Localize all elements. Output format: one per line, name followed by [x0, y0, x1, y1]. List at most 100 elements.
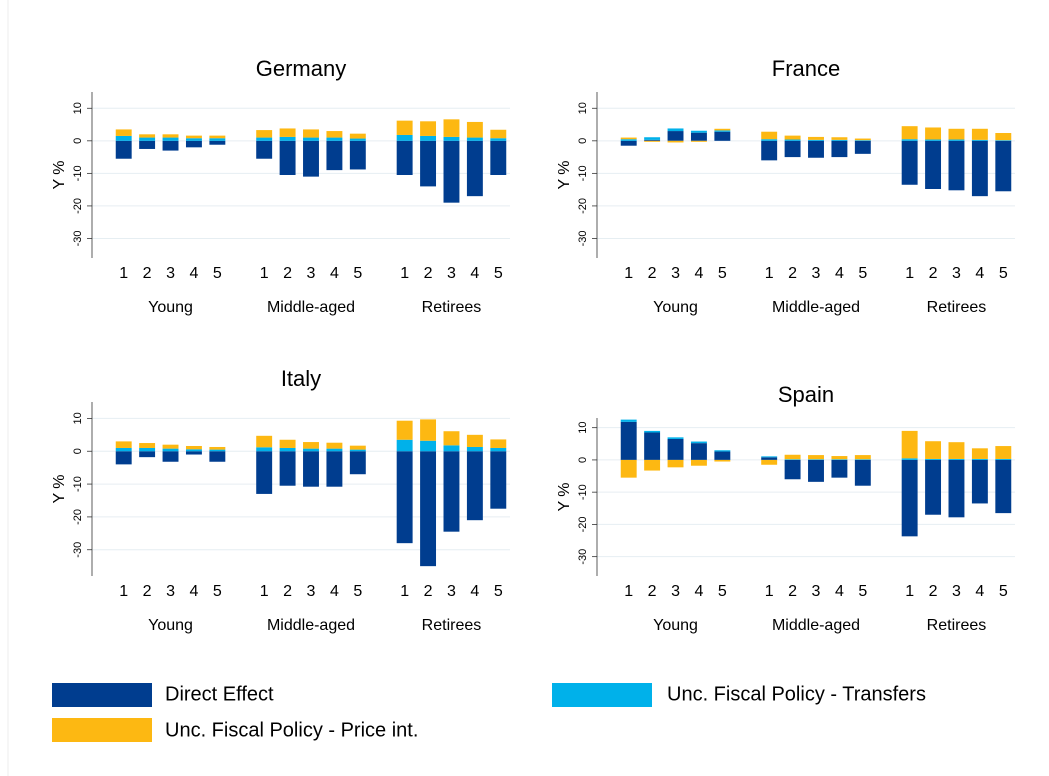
- bar-segment: [925, 127, 942, 140]
- bar-segment: [971, 140, 988, 197]
- bar-segment: [784, 459, 801, 460]
- x-tick-label: 5: [494, 583, 503, 600]
- y-tick-label: -30: [577, 231, 589, 247]
- bar-segment: [831, 456, 848, 460]
- x-tick-label: 5: [858, 583, 867, 600]
- bar-segment: [854, 138, 871, 141]
- bar-segment: [490, 439, 507, 448]
- bar-segment: [209, 451, 226, 462]
- bar-segment: [808, 455, 824, 460]
- bar-segment: [667, 438, 684, 460]
- bar-segment: [831, 459, 848, 460]
- bar-segment: [256, 130, 273, 138]
- bar-segment: [667, 459, 684, 468]
- x-tick-label: 3: [166, 583, 175, 600]
- bar-segment: [761, 459, 778, 465]
- x-tick-label: 2: [929, 583, 938, 600]
- bar-segment: [466, 140, 483, 197]
- bar-segment: [995, 446, 1012, 459]
- bar-segment: [209, 135, 226, 139]
- bar-segment: [714, 451, 731, 460]
- bar-segment: [115, 129, 132, 136]
- bar-segment: [443, 119, 460, 137]
- bar-segment: [831, 140, 848, 158]
- x-tick-label: 5: [858, 265, 867, 282]
- y-tick-label: -30: [72, 231, 84, 247]
- x-tick-label: 2: [788, 583, 797, 600]
- x-tick-label: 1: [905, 583, 914, 600]
- group-label: Middle-aged: [267, 299, 355, 316]
- x-tick-label: 3: [447, 265, 456, 282]
- bar-segment: [925, 139, 942, 141]
- bar-segment: [808, 139, 824, 141]
- x-tick-label: 1: [765, 583, 774, 600]
- x-tick-label: 1: [624, 583, 633, 600]
- bar-segment: [256, 435, 273, 448]
- bar-segment: [901, 430, 918, 459]
- chart-title: Italy: [281, 366, 321, 391]
- x-tick-label: 4: [330, 265, 339, 282]
- bar-segment: [925, 441, 942, 459]
- bar-segment: [620, 459, 637, 478]
- bar-segment: [690, 132, 707, 141]
- bar-segment: [420, 440, 437, 452]
- bar-segment: [115, 441, 132, 448]
- group-label: Retirees: [927, 299, 987, 316]
- bar-segment: [808, 459, 824, 460]
- legend-swatch: [52, 718, 152, 742]
- bar-segment: [667, 128, 684, 132]
- bar-segment: [620, 139, 637, 141]
- bar-segment: [644, 137, 661, 140]
- bar-segment: [420, 451, 437, 567]
- bar-segment: [466, 121, 483, 138]
- bar-segment: [690, 130, 707, 133]
- x-tick-label: 1: [624, 265, 633, 282]
- bar-segment: [901, 458, 918, 460]
- bar-segment: [396, 140, 413, 175]
- x-tick-label: 1: [905, 265, 914, 282]
- bar-segment: [948, 128, 965, 140]
- bar-segment: [162, 134, 179, 138]
- group-label: Middle-aged: [267, 617, 355, 634]
- x-tick-label: 5: [999, 265, 1008, 282]
- bar-segment: [620, 421, 637, 460]
- bar-segment: [667, 131, 684, 141]
- x-tick-label: 4: [694, 583, 703, 600]
- bar-segment: [714, 131, 731, 141]
- bar-segment: [185, 445, 202, 450]
- bar-segment: [162, 137, 179, 141]
- bar-segment: [115, 135, 132, 141]
- bar-segment: [854, 455, 871, 460]
- bar-segment: [139, 140, 156, 149]
- x-tick-label: 4: [470, 583, 479, 600]
- bar-segment: [644, 430, 661, 433]
- x-tick-label: 1: [119, 583, 128, 600]
- bar-segment: [667, 140, 684, 143]
- bar-segment: [667, 437, 684, 439]
- x-tick-label: 4: [975, 583, 984, 600]
- x-tick-label: 2: [788, 265, 797, 282]
- bar-segment: [490, 138, 507, 141]
- x-tick-label: 1: [119, 265, 128, 282]
- bar-segment: [443, 431, 460, 446]
- x-tick-label: 4: [835, 583, 844, 600]
- bar-segment: [420, 140, 437, 187]
- bar-segment: [443, 451, 460, 532]
- x-tick-label: 1: [400, 583, 409, 600]
- bar-segment: [761, 140, 778, 161]
- bar-segment: [490, 129, 507, 139]
- x-tick-label: 5: [718, 583, 727, 600]
- bar-segment: [162, 444, 179, 449]
- bar-segment: [162, 451, 179, 462]
- bar-segment: [784, 459, 801, 480]
- x-tick-label: 1: [400, 265, 409, 282]
- bar-segment: [761, 139, 778, 141]
- bar-segment: [349, 451, 366, 475]
- bar-segment: [971, 459, 988, 504]
- x-tick-label: 3: [952, 265, 961, 282]
- bar-segment: [901, 459, 918, 537]
- x-tick-label: 2: [143, 265, 152, 282]
- chart-title: Spain: [778, 382, 834, 407]
- bar-segment: [256, 140, 273, 159]
- bar-segment: [784, 135, 801, 140]
